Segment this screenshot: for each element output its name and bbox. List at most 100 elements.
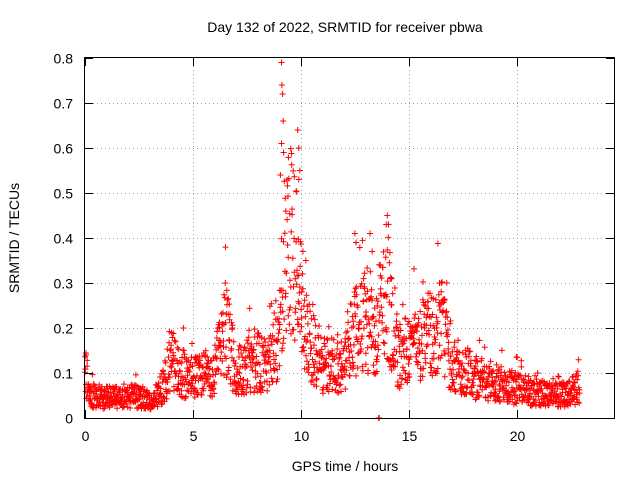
data-point	[326, 380, 333, 387]
data-point	[537, 387, 544, 394]
data-point	[418, 341, 425, 347]
data-point	[296, 300, 303, 307]
data-point	[251, 389, 257, 396]
data-point	[379, 319, 386, 326]
data-point	[276, 315, 282, 322]
data-point	[299, 285, 306, 292]
data-point	[380, 339, 387, 346]
data-point	[436, 342, 443, 349]
data-point	[447, 353, 454, 360]
data-point	[243, 363, 250, 370]
data-point	[293, 188, 300, 195]
data-point	[381, 340, 388, 347]
data-point	[214, 365, 221, 372]
data-point	[211, 390, 218, 397]
data-point	[288, 161, 295, 168]
data-point	[403, 335, 410, 342]
data-point	[231, 363, 238, 369]
data-point	[217, 343, 223, 350]
data-point	[307, 350, 314, 357]
data-point	[224, 371, 231, 378]
data-point	[316, 360, 323, 367]
data-point	[442, 351, 448, 358]
data-point	[358, 335, 365, 342]
data-point	[327, 363, 334, 370]
data-point	[413, 358, 420, 365]
data-point	[465, 353, 472, 360]
data-point	[518, 391, 525, 398]
data-point	[298, 306, 305, 313]
data-point	[180, 325, 187, 331]
data-point	[285, 154, 292, 161]
data-point	[267, 361, 274, 368]
data-point	[415, 359, 421, 366]
data-point	[295, 145, 302, 151]
data-point	[361, 270, 368, 277]
data-point	[302, 257, 309, 264]
data-point	[369, 248, 376, 255]
data-point	[470, 382, 477, 389]
data-point	[275, 330, 282, 337]
data-point	[158, 401, 165, 408]
data-point	[273, 378, 280, 385]
data-point	[430, 322, 437, 329]
data-point	[390, 352, 397, 359]
data-point	[501, 369, 508, 376]
data-point	[236, 370, 243, 376]
data-point	[204, 376, 211, 383]
data-point	[343, 357, 350, 364]
data-point	[302, 333, 309, 340]
data-point	[268, 375, 275, 382]
data-point	[438, 330, 445, 337]
data-point	[181, 351, 188, 358]
data-point	[398, 381, 405, 388]
data-points	[82, 59, 583, 421]
data-point	[416, 348, 423, 355]
data-point	[291, 173, 298, 180]
data-point	[294, 267, 300, 274]
data-point	[364, 288, 371, 295]
data-point	[353, 291, 360, 298]
data-point	[383, 328, 390, 335]
data-point	[276, 321, 283, 328]
data-point	[434, 365, 441, 372]
data-point	[295, 321, 302, 327]
data-point	[89, 371, 96, 378]
data-point	[362, 314, 369, 320]
data-point	[264, 378, 270, 385]
data-point	[512, 392, 519, 399]
data-point	[309, 301, 316, 308]
data-point	[343, 367, 350, 374]
data-point	[256, 340, 262, 347]
data-point	[441, 373, 448, 380]
data-point	[278, 59, 285, 66]
data-point	[492, 386, 499, 393]
data-point	[232, 360, 239, 367]
data-point	[570, 379, 577, 386]
data-point	[478, 355, 485, 362]
data-point	[324, 337, 331, 343]
data-point	[360, 275, 367, 282]
data-point	[411, 339, 418, 346]
data-point	[344, 328, 351, 335]
data-point	[310, 312, 317, 319]
data-point	[418, 324, 425, 330]
data-point	[353, 239, 359, 246]
data-point	[197, 357, 204, 364]
data-point	[356, 244, 363, 251]
data-point	[411, 265, 417, 272]
data-point	[295, 272, 302, 279]
data-point	[182, 393, 189, 400]
data-point	[290, 167, 297, 174]
data-point	[198, 391, 205, 398]
data-point	[360, 298, 367, 305]
data-point	[447, 366, 453, 373]
data-point	[285, 254, 292, 261]
data-point	[239, 386, 246, 393]
data-point	[472, 363, 479, 370]
data-point	[223, 355, 230, 362]
data-point	[222, 280, 229, 286]
data-point	[433, 314, 440, 321]
data-point	[403, 346, 410, 353]
data-point	[330, 356, 337, 363]
